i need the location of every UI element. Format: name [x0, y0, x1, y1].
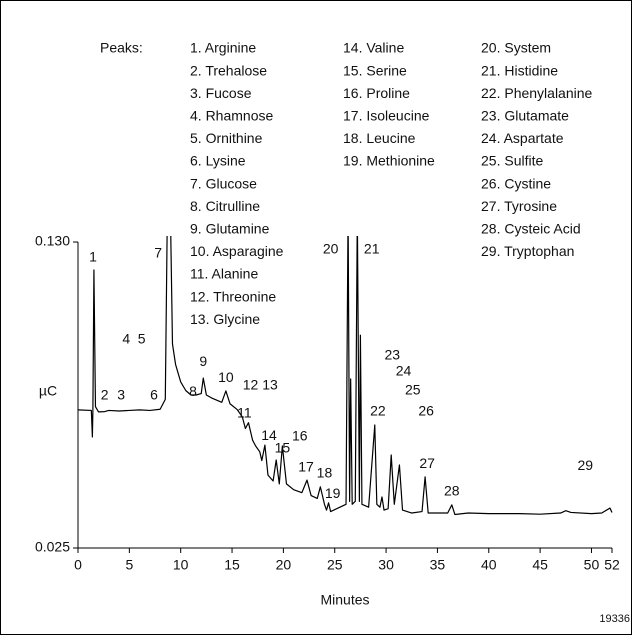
peak-legend-entry: 8. Citrulline — [190, 198, 260, 214]
y-tick-label: 0.025 — [35, 539, 70, 555]
peak-legend-entry: 2. Trehalose — [190, 62, 267, 78]
peak-label: 22 — [370, 403, 386, 419]
x-tick-label: 10 — [173, 557, 189, 573]
x-tick-label: 52 — [604, 557, 620, 573]
peak-legend-entry: 22. Phenylalanine — [481, 85, 593, 101]
peak-legend-entry: 15. Serine — [343, 62, 407, 78]
peak-label: 7 — [154, 245, 162, 261]
peak-legend-entry: 26. Cystine — [481, 175, 551, 191]
peak-legend-entry: 9. Glutamine — [190, 221, 270, 237]
x-tick-label: 50 — [584, 557, 600, 573]
x-tick-label: 25 — [327, 557, 343, 573]
x-tick-label: 45 — [532, 557, 548, 573]
peak-label: 3 — [117, 387, 125, 403]
chromatogram-trace — [78, 236, 613, 516]
x-axis-label: Minutes — [320, 592, 369, 608]
x-tick-label: 20 — [276, 557, 292, 573]
peak-label: 14 — [261, 427, 277, 443]
peak-label: 28 — [444, 483, 460, 499]
peak-legend-entry: 7. Glucose — [190, 175, 257, 191]
peak-label: 1 — [89, 249, 97, 265]
peak-legend-entry: 23. Glutamate — [481, 108, 569, 124]
peak-legend-entry: 5. Ornithine — [190, 130, 263, 146]
peak-label: 13 — [262, 377, 278, 393]
peak-label: 20 — [323, 241, 339, 257]
peak-legend-entry: 1. Arginine — [190, 40, 256, 56]
peak-legend-entry: 27. Tyrosine — [481, 198, 557, 214]
peak-label: 27 — [419, 455, 435, 471]
peak-label: 21 — [364, 241, 380, 257]
x-tick-label: 15 — [224, 557, 240, 573]
x-tick-label: 0 — [74, 557, 82, 573]
peak-label: 2 — [101, 387, 109, 403]
peak-label: 29 — [578, 457, 594, 473]
peak-legend-entry: 6. Lysine — [190, 153, 246, 169]
peak-legend-entry: 20. System — [481, 40, 551, 56]
peak-legend-entry: 14. Valine — [343, 40, 404, 56]
peak-label: 26 — [418, 403, 434, 419]
peak-label: 12 — [243, 377, 259, 393]
x-tick-label: 40 — [481, 557, 497, 573]
peak-label: 18 — [317, 465, 333, 481]
peak-legend-entry: 21. Histidine — [481, 62, 558, 78]
peak-label: 16 — [292, 428, 308, 444]
peak-legend-entry: 29. Tryptophan — [481, 243, 574, 259]
peak-legend-entry: 13. Glycine — [190, 311, 260, 327]
peak-legend-entry: 11. Alanine — [190, 266, 258, 282]
peak-legend-entry: 12. Threonine — [190, 288, 276, 304]
x-tick-label: 30 — [378, 557, 394, 573]
y-axis-label: µC — [39, 383, 57, 399]
peak-label: 23 — [384, 347, 400, 363]
peak-legend-entry: 4. Rhamnose — [190, 108, 273, 124]
peak-legend-entry: 25. Sulfite — [481, 153, 543, 169]
x-tick-label: 5 — [125, 557, 133, 573]
peak-legend-entry: 16. Proline — [343, 85, 410, 101]
peak-legend-entry: 3. Fucose — [190, 85, 252, 101]
peak-legend-entry: 24. Aspartate — [481, 130, 564, 146]
peak-label: 4 — [122, 331, 130, 347]
peak-label: 6 — [150, 387, 158, 403]
peak-legend-entry: 19. Methionine — [343, 153, 435, 169]
peak-label: 10 — [218, 369, 234, 385]
peak-label: 9 — [199, 353, 207, 369]
peak-label: 25 — [405, 382, 421, 398]
plot-area — [78, 236, 613, 516]
x-tick-label: 35 — [430, 557, 446, 573]
peak-label: 24 — [396, 363, 412, 379]
peak-legend-entry: 28. Cysteic Acid — [481, 221, 581, 237]
peak-label: 17 — [298, 459, 314, 475]
peak-label: 5 — [138, 331, 146, 347]
peak-legend-entry: 10. Asparagine — [190, 243, 284, 259]
figure-id: 19336 — [599, 613, 630, 625]
peak-label: 8 — [189, 383, 197, 399]
peaks-title: Peaks: — [100, 40, 143, 56]
peak-legend-entry: 17. Isoleucine — [343, 108, 430, 124]
y-tick-label: 0.130 — [35, 233, 70, 249]
peak-legend-entry: 18. Leucine — [343, 130, 416, 146]
peak-label: 19 — [325, 485, 341, 501]
peak-label: 11 — [237, 405, 252, 421]
peak-label: 15 — [275, 440, 291, 456]
